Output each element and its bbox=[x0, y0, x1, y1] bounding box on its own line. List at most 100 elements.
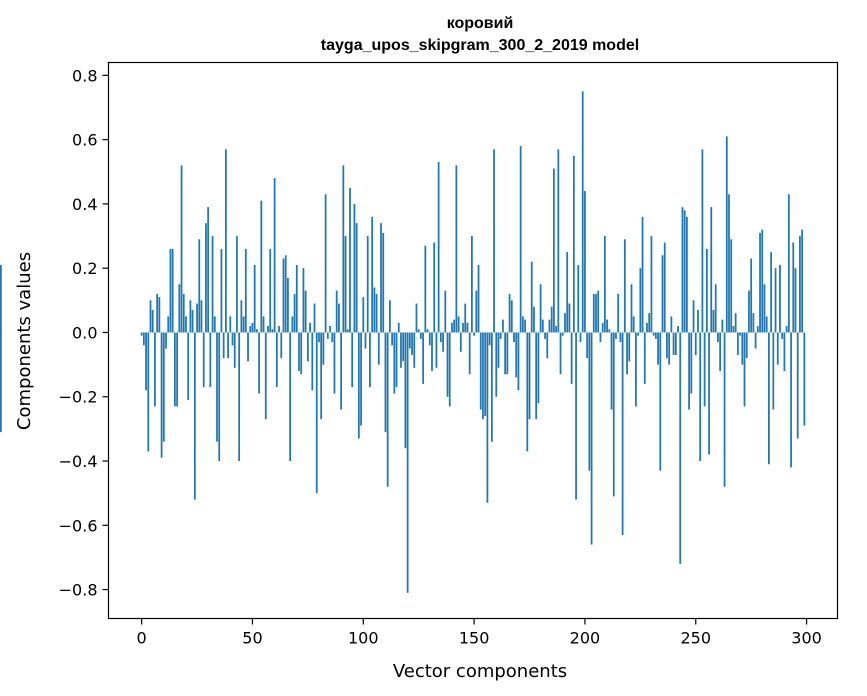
bar bbox=[495, 332, 498, 397]
bar bbox=[508, 293, 511, 333]
x-tick-label: 150 bbox=[459, 629, 490, 648]
bar bbox=[750, 258, 753, 333]
bar bbox=[247, 332, 249, 362]
bar bbox=[643, 332, 646, 384]
bar bbox=[154, 332, 156, 407]
bar bbox=[233, 332, 236, 368]
x-axis-ticks: 0 50 100 150 200 250 300 bbox=[137, 618, 822, 648]
bar bbox=[632, 316, 635, 333]
bar bbox=[721, 319, 724, 333]
bar bbox=[453, 319, 456, 333]
bar bbox=[340, 332, 342, 410]
bar bbox=[393, 332, 396, 394]
y-tick-label: 0.2 bbox=[72, 259, 97, 278]
bar bbox=[717, 332, 719, 343]
bar bbox=[597, 290, 600, 333]
bar bbox=[615, 332, 617, 339]
bar bbox=[692, 300, 695, 333]
bar bbox=[515, 332, 518, 378]
bar bbox=[353, 203, 356, 333]
bar bbox=[267, 326, 269, 333]
bar bbox=[670, 316, 673, 333]
bar bbox=[196, 303, 198, 333]
bar bbox=[351, 332, 354, 388]
bar bbox=[521, 316, 524, 333]
bar bbox=[324, 194, 327, 333]
bar bbox=[451, 322, 453, 333]
bar bbox=[648, 313, 651, 333]
bar bbox=[539, 284, 542, 333]
bar bbox=[794, 268, 797, 333]
bar bbox=[575, 332, 577, 500]
bar bbox=[799, 236, 801, 333]
bar bbox=[579, 332, 582, 343]
bar bbox=[142, 332, 145, 346]
bar bbox=[251, 322, 254, 333]
bar bbox=[147, 332, 150, 452]
bar bbox=[411, 332, 413, 355]
y-tick-label: 0.8 bbox=[72, 66, 97, 85]
bar bbox=[719, 332, 722, 372]
bar bbox=[603, 236, 606, 333]
bar bbox=[519, 146, 522, 333]
bar bbox=[486, 332, 489, 503]
bar bbox=[459, 332, 462, 352]
bar bbox=[770, 252, 772, 333]
bar bbox=[588, 332, 591, 471]
bar bbox=[369, 332, 371, 388]
bar bbox=[601, 322, 604, 333]
bar bbox=[182, 293, 185, 333]
x-tick-label: 100 bbox=[348, 629, 379, 648]
bar bbox=[224, 149, 227, 333]
bar bbox=[391, 332, 393, 346]
bar bbox=[0, 264, 2, 333]
bar bbox=[355, 223, 358, 333]
bar bbox=[193, 332, 196, 500]
bar bbox=[763, 284, 766, 333]
bar bbox=[697, 309, 699, 333]
bar bbox=[162, 332, 165, 442]
bar bbox=[635, 332, 637, 407]
y-axis-ticks: −0.8 −0.6 −0.4 −0.2 0.0 0.2 0.4 0.6 0.8 bbox=[59, 66, 109, 600]
bar bbox=[659, 332, 662, 471]
bar bbox=[756, 326, 759, 333]
bar bbox=[599, 332, 602, 343]
bar bbox=[191, 309, 194, 333]
y-axis-label: Components values bbox=[14, 252, 35, 430]
bar bbox=[743, 332, 746, 407]
bar bbox=[652, 332, 655, 336]
bar bbox=[748, 290, 750, 333]
bar bbox=[160, 332, 163, 458]
bar bbox=[637, 332, 640, 336]
bar bbox=[171, 248, 174, 333]
bar bbox=[774, 268, 777, 333]
y-tick-label: 0.4 bbox=[72, 195, 97, 214]
bar bbox=[167, 316, 170, 333]
bar bbox=[488, 332, 491, 346]
bar bbox=[526, 332, 529, 452]
bar bbox=[710, 207, 713, 333]
bar bbox=[415, 303, 418, 333]
bar bbox=[209, 332, 212, 388]
x-tick-label: 0 bbox=[137, 629, 147, 648]
bar bbox=[772, 332, 775, 410]
bar bbox=[382, 232, 385, 333]
bar bbox=[220, 248, 223, 333]
bar bbox=[584, 191, 586, 333]
bar bbox=[289, 332, 292, 462]
bar bbox=[714, 284, 717, 333]
bar bbox=[0, 332, 2, 433]
bar bbox=[413, 332, 416, 368]
bar bbox=[338, 303, 340, 333]
bar bbox=[455, 165, 458, 333]
bar bbox=[723, 332, 726, 487]
bar bbox=[754, 332, 757, 349]
bar bbox=[592, 293, 595, 333]
bar bbox=[218, 332, 221, 462]
bar bbox=[546, 332, 549, 359]
bar bbox=[570, 332, 573, 384]
bar bbox=[688, 332, 690, 410]
bar bbox=[202, 332, 205, 388]
bar bbox=[364, 332, 367, 349]
bar bbox=[156, 293, 159, 333]
